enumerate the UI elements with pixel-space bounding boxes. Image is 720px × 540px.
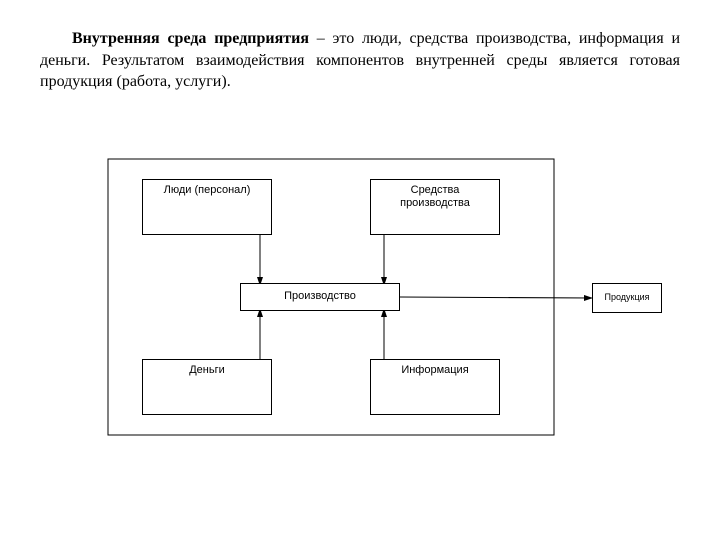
diagram-svg <box>40 153 680 473</box>
lead-term: Внутренняя среда предприятия <box>72 30 309 47</box>
node-people: Люди (персонал) <box>142 179 272 235</box>
node-means: Средствапроизводства <box>370 179 500 235</box>
node-production: Производство <box>240 283 400 311</box>
diagram: Люди (персонал) Средствапроизводства Про… <box>40 153 680 473</box>
node-info: Информация <box>370 359 500 415</box>
node-money: Деньги <box>142 359 272 415</box>
intro-paragraph: Внутренняя среда предприятия – это люди,… <box>40 28 680 93</box>
node-product: Продукция <box>592 283 662 313</box>
